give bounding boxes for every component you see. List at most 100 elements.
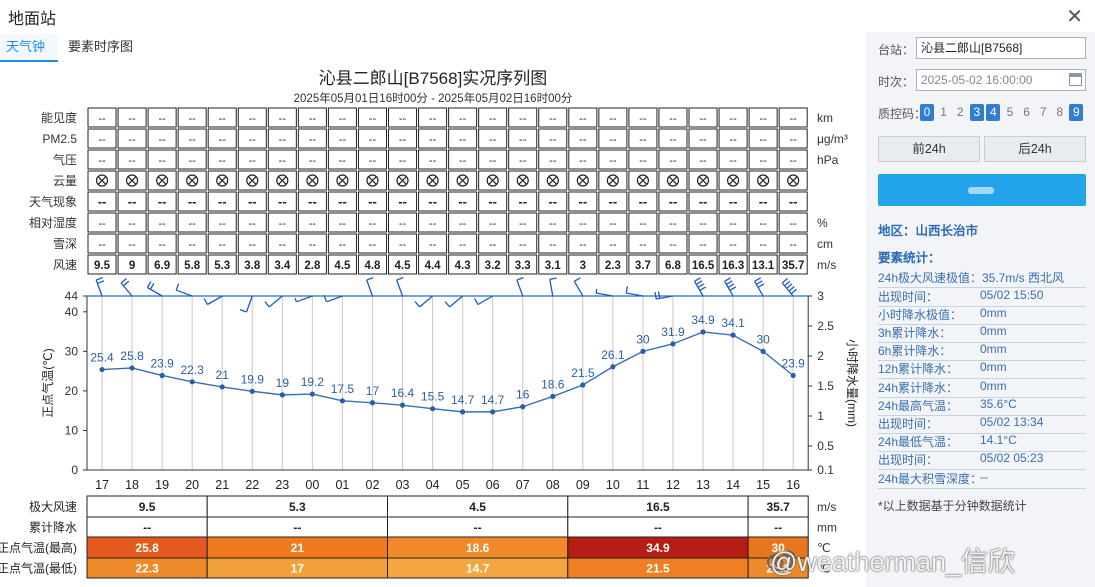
table-cell bbox=[568, 233, 598, 254]
table-cell bbox=[658, 149, 688, 170]
table-cell bbox=[177, 254, 207, 275]
qc-code-3[interactable]: 3 bbox=[969, 104, 984, 121]
table-cell bbox=[297, 149, 327, 170]
qc-code-1[interactable]: 1 bbox=[940, 105, 947, 119]
cloud-cover-mark bbox=[638, 176, 648, 185]
table-cell bbox=[327, 128, 357, 149]
table-cell bbox=[688, 128, 718, 149]
table-cell bbox=[568, 107, 598, 128]
stats-divider bbox=[878, 432, 1086, 434]
stats-divider bbox=[878, 451, 1086, 453]
table-cell bbox=[267, 191, 297, 212]
y-tick-label: 30 bbox=[65, 344, 79, 358]
x-tick-label: 05 bbox=[456, 478, 470, 492]
table-cell bbox=[297, 212, 327, 233]
x-tick-label: 08 bbox=[546, 478, 560, 492]
table-cell-text: -- bbox=[399, 218, 407, 230]
qc-code-9[interactable]: 9 bbox=[1069, 104, 1084, 121]
table-cell-text: -- bbox=[790, 218, 798, 230]
temperature-label: 30 bbox=[636, 332, 650, 346]
table-cell bbox=[748, 107, 778, 128]
table-cell-text: -- bbox=[339, 134, 347, 146]
temperature-point bbox=[490, 409, 496, 415]
next-24h-button[interactable]: 后24h bbox=[984, 136, 1086, 162]
station-input[interactable]: 沁县二郎山[B7568] bbox=[916, 37, 1086, 59]
table-cell-text: -- bbox=[489, 218, 497, 230]
qc-code-8[interactable]: 8 bbox=[1056, 105, 1064, 119]
table-cell bbox=[297, 107, 327, 128]
table-cell bbox=[207, 212, 237, 233]
table-cell-text: -- bbox=[128, 194, 137, 209]
table-cell bbox=[207, 191, 237, 212]
table-cell-text: -- bbox=[399, 155, 407, 167]
cloud-cover-mark bbox=[698, 176, 708, 185]
query-button[interactable] bbox=[878, 174, 1086, 206]
stats-divider bbox=[878, 360, 1086, 362]
summary-row-label: 正点气温(最高) bbox=[0, 540, 77, 555]
table-cell-text: -- bbox=[669, 134, 677, 146]
table-cell bbox=[117, 149, 147, 170]
x-tick-label: 15 bbox=[756, 478, 770, 492]
table-cell-text: -- bbox=[98, 134, 106, 146]
table-cell-text: -- bbox=[729, 113, 737, 125]
x-tick-label: 18 bbox=[125, 478, 139, 492]
close-icon[interactable]: ✕ bbox=[1066, 6, 1083, 28]
temperature-point bbox=[399, 402, 406, 408]
cloud-cover-mark bbox=[187, 176, 197, 185]
cloud-cover-icon bbox=[516, 174, 529, 187]
qc-code-6[interactable]: 6 bbox=[1023, 105, 1030, 119]
stats-value: 0mm bbox=[980, 342, 1007, 357]
table-cell-text: -- bbox=[790, 113, 798, 125]
table-cell-text: -- bbox=[158, 134, 166, 146]
wind-barb-stroke bbox=[625, 286, 629, 294]
stats-row: 出现时间： 05/02 15:50 bbox=[878, 288, 1086, 306]
table-cell-text: -- bbox=[339, 113, 347, 125]
cloud-cover-icon bbox=[156, 174, 169, 187]
table-cell bbox=[478, 149, 508, 170]
prev-24h-button[interactable]: 前24h bbox=[878, 136, 980, 162]
tab-weather-clock[interactable]: 天气钟 bbox=[0, 34, 58, 62]
qc-code-7[interactable]: 7 bbox=[1039, 105, 1047, 119]
footnote: *以上数据基于分钟数据统计 bbox=[878, 499, 1027, 513]
qc-code-5[interactable]: 5 bbox=[1006, 105, 1014, 119]
x-tick-label: 14 bbox=[726, 478, 740, 492]
table-cell-text: -- bbox=[519, 218, 527, 230]
x-tick-label: 07 bbox=[516, 478, 530, 492]
wind-barb bbox=[146, 281, 163, 297]
qc-code-0[interactable]: 0 bbox=[920, 104, 934, 121]
wind-barb-stroke bbox=[656, 295, 674, 300]
calendar-icon[interactable] bbox=[1069, 73, 1082, 86]
table-cell-text: -- bbox=[459, 218, 467, 230]
tab-element-timeseries[interactable]: 要素时序图 bbox=[68, 39, 134, 54]
table-cell bbox=[628, 149, 658, 170]
qc-code-4[interactable]: 4 bbox=[986, 104, 1001, 121]
summary-row-label: 累计降水 bbox=[29, 521, 77, 535]
stats-divider bbox=[878, 414, 1086, 416]
table-cell-text: -- bbox=[189, 113, 197, 125]
table-cell bbox=[478, 128, 508, 149]
wind-speed-cell: 3.4 bbox=[274, 260, 291, 272]
temperature-point bbox=[790, 372, 796, 379]
temperature-label: 34.9 bbox=[691, 313, 715, 327]
qc-code-2[interactable]: 2 bbox=[956, 105, 964, 119]
wind-barb-stroke bbox=[122, 280, 130, 287]
table-cell-text: -- bbox=[309, 134, 317, 146]
table-cell bbox=[327, 191, 357, 212]
table-cell bbox=[267, 212, 297, 233]
wind-barb-stroke bbox=[175, 289, 193, 297]
stats-title: 要素统计： bbox=[878, 251, 941, 265]
table-cell bbox=[237, 107, 267, 128]
cloud-cover-icon bbox=[246, 174, 259, 187]
table-cell-text: -- bbox=[518, 194, 527, 209]
time-input[interactable]: 2025-05-02 16:00:00 bbox=[916, 69, 1086, 91]
stats-value: 05/02 15:50 bbox=[980, 287, 1044, 302]
wind-speed-cell: 3.8 bbox=[244, 260, 261, 272]
table-cell bbox=[87, 254, 117, 275]
wind-speed-cell: 3 bbox=[580, 260, 586, 272]
wind-barb-stroke bbox=[725, 280, 733, 285]
stats-row: 12h累计降水： 0mm bbox=[878, 360, 1086, 378]
table-cell-text: -- bbox=[189, 218, 197, 230]
temperature-point bbox=[429, 406, 436, 412]
wind-barb-stroke bbox=[695, 280, 703, 285]
temperature-label: 31.9 bbox=[661, 325, 685, 339]
